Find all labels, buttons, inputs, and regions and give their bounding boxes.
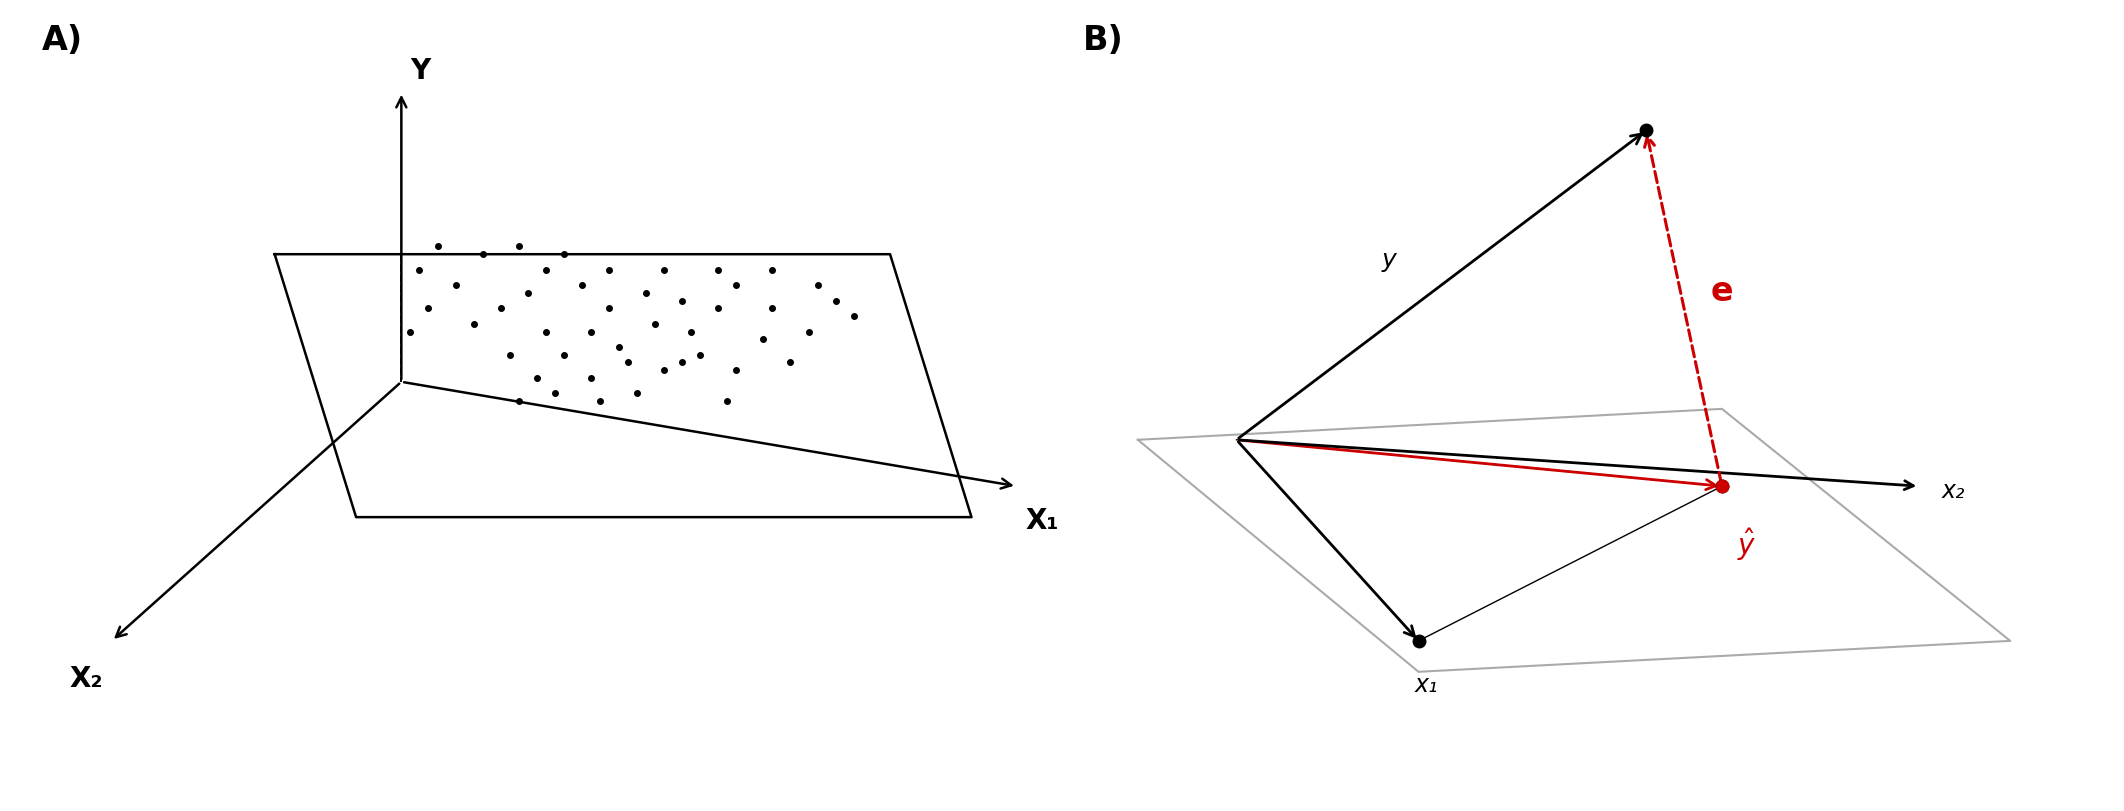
Text: Y: Y (410, 57, 431, 85)
Text: A): A) (42, 24, 83, 58)
Text: $\hat{y}$: $\hat{y}$ (1737, 526, 1757, 562)
Text: e: e (1710, 275, 1733, 307)
Text: x₂: x₂ (1941, 478, 1965, 503)
Text: X₁: X₁ (1026, 506, 1060, 534)
Text: B): B) (1083, 24, 1124, 58)
Text: y: y (1381, 248, 1395, 272)
Text: x₁: x₁ (1415, 672, 1438, 696)
Text: X₂: X₂ (70, 664, 102, 693)
